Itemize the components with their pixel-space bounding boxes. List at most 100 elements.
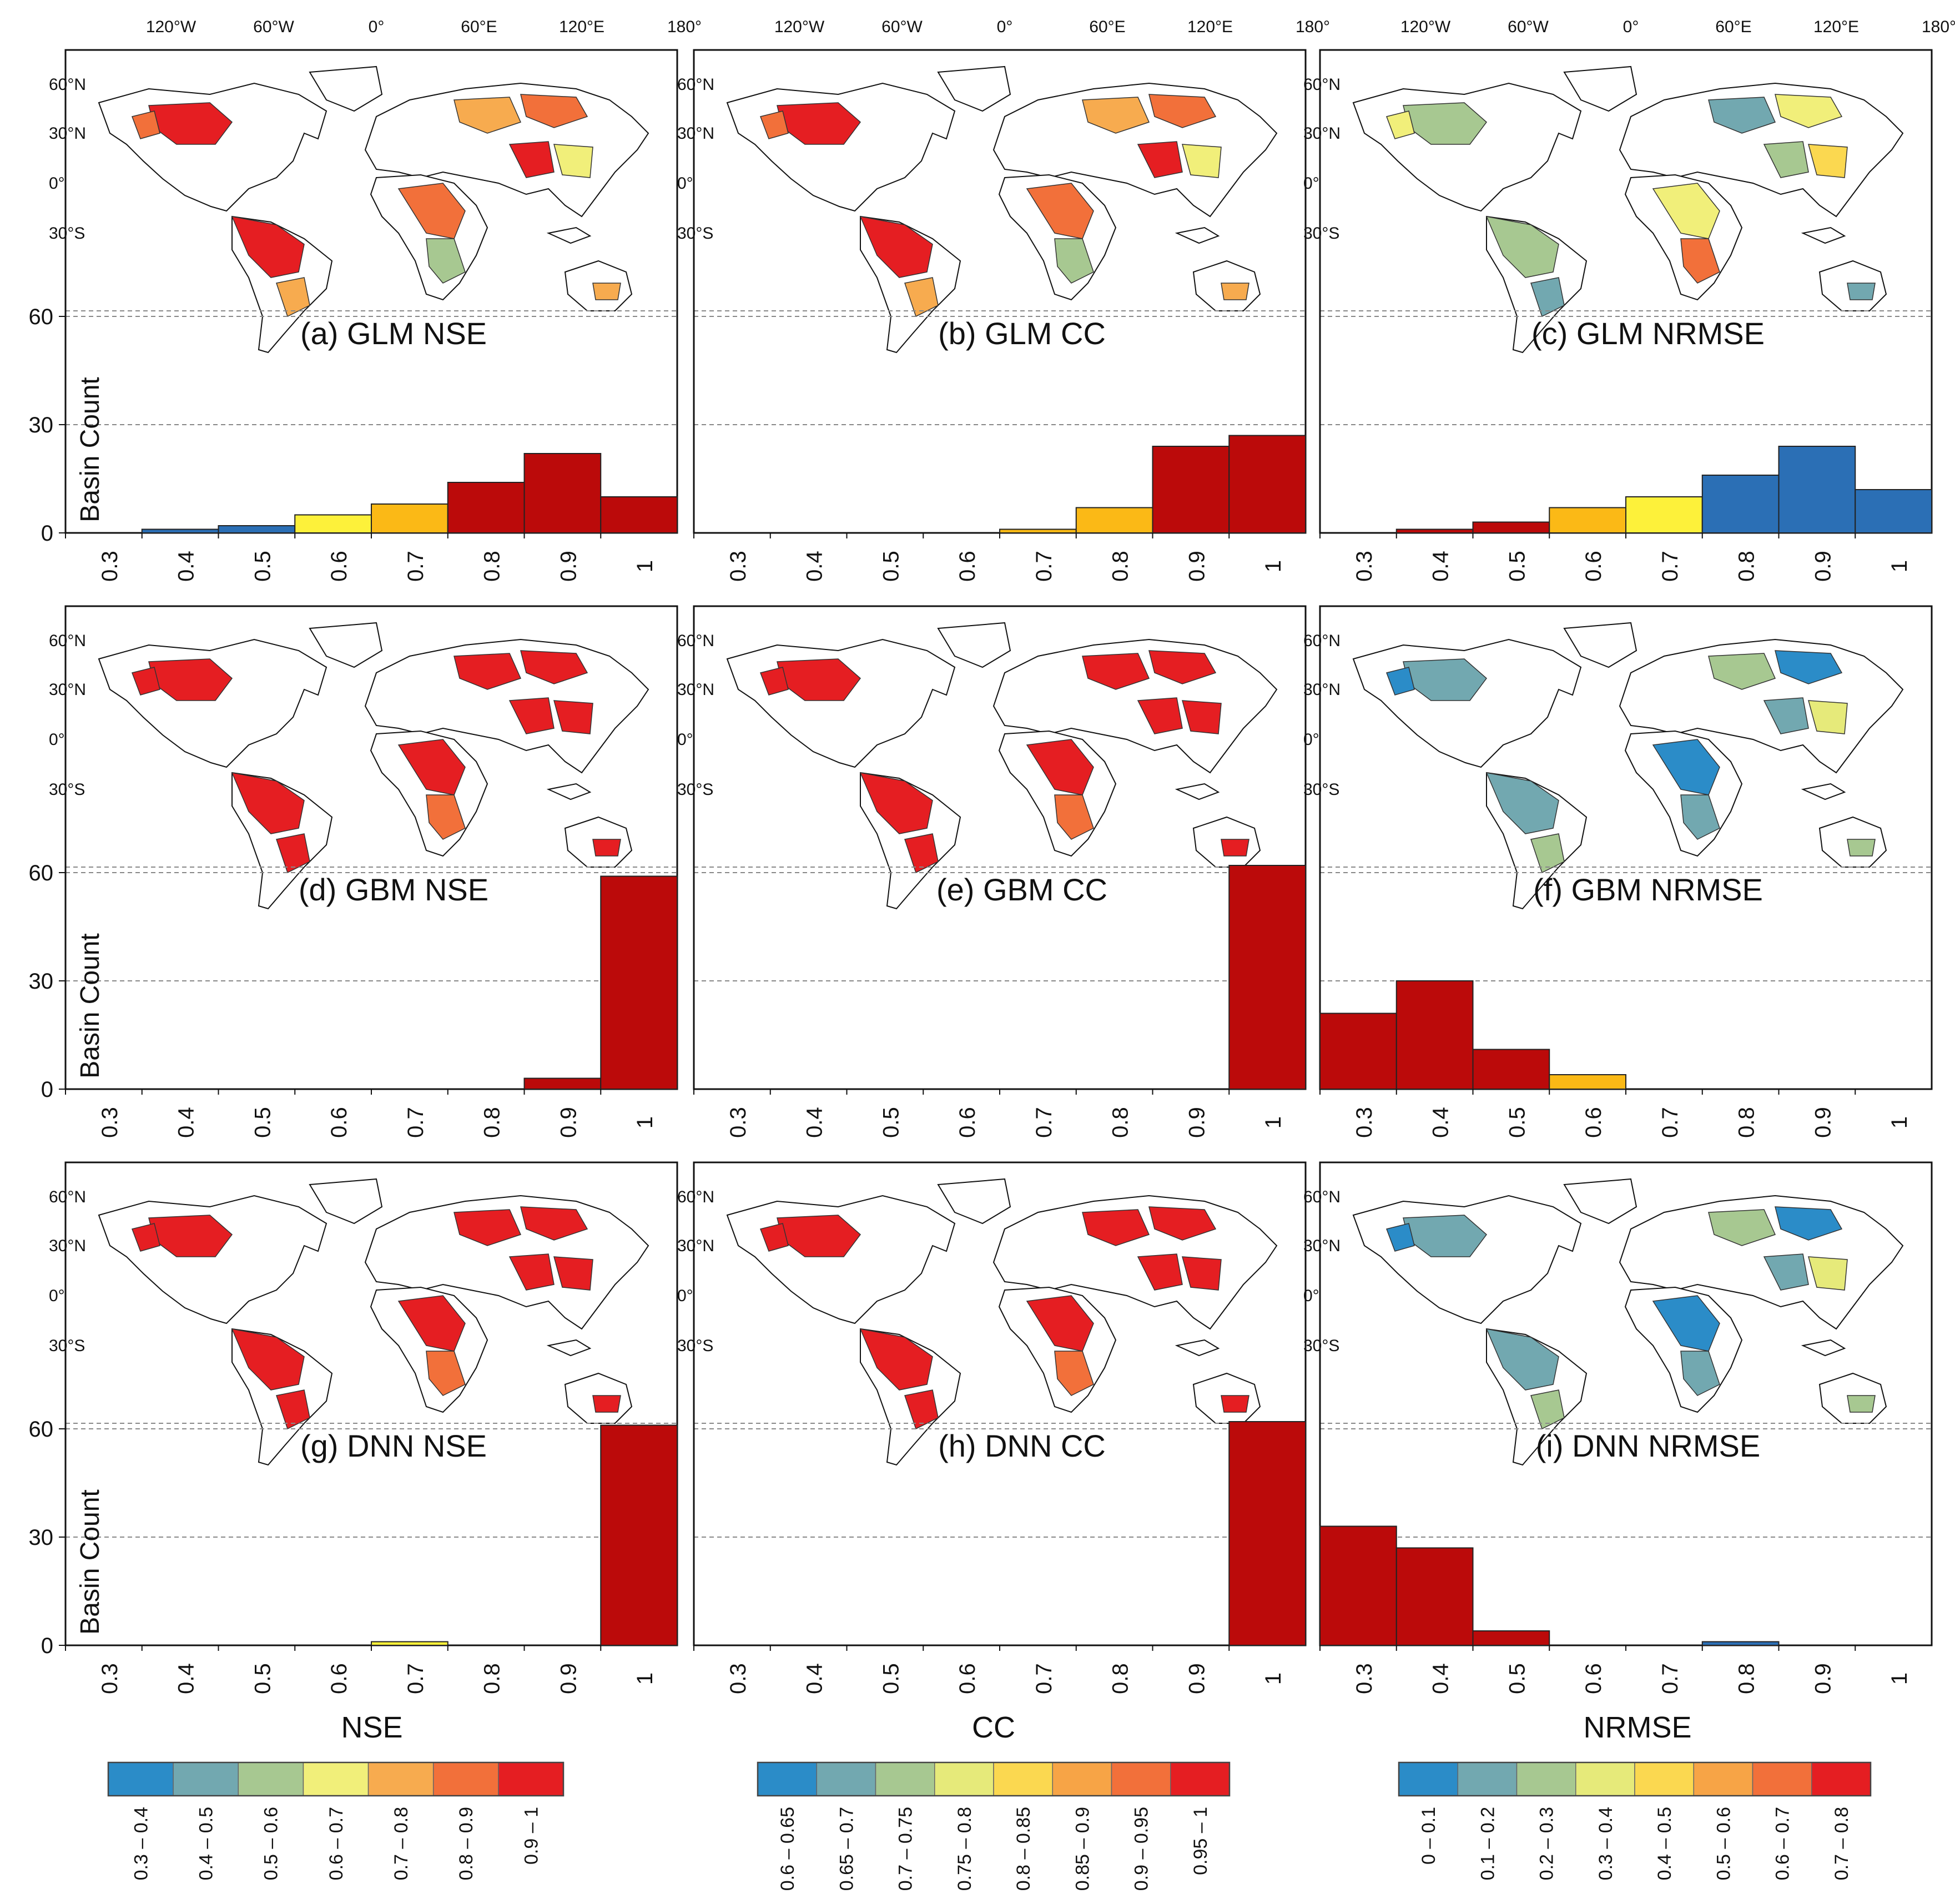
x-tick-label: 0.6	[327, 1663, 351, 1694]
x-tick-label: 0.5	[879, 551, 903, 582]
histogram-bar	[1395, 528, 1474, 533]
x-tick-label: 0.9	[556, 1107, 581, 1138]
basin-map	[1320, 606, 1932, 910]
basin-region	[231, 216, 305, 278]
basin-region	[426, 238, 466, 284]
x-tick-label: 1	[1887, 1116, 1912, 1129]
colorbar-legend: 0 – 0.1 0.1 – 0.2 0.2 – 0.3 0.3 – 0.4 0.4 – …	[1398, 1761, 1872, 1880]
longitude-label: 0°	[1623, 18, 1639, 36]
legend-swatch	[1052, 1762, 1112, 1796]
latitude-label: 60°N	[677, 1188, 714, 1206]
x-tick-label: 0.8	[1735, 1107, 1759, 1138]
basin-region	[397, 1295, 466, 1352]
latitude-label: 30°N	[677, 1237, 714, 1255]
basin-region	[1082, 97, 1150, 134]
basin-region	[1708, 97, 1776, 134]
x-tick-label: 0.5	[1505, 1107, 1529, 1138]
basin-region	[397, 183, 466, 239]
legend-swatch	[108, 1762, 174, 1796]
legend-label: 0.7 – 0.8	[1831, 1807, 1852, 1880]
x-tick-label: 0.3	[726, 1107, 750, 1138]
latitude-label: 60°N	[1303, 75, 1341, 94]
latitude-label: 30°N	[49, 124, 86, 143]
y-axis-label: Basin Count	[75, 377, 105, 522]
legend-swatch	[367, 1762, 434, 1796]
basin-region	[1530, 833, 1565, 874]
basin-region	[1181, 144, 1222, 178]
longitude-label: 60°W	[881, 18, 923, 36]
panel-i: 60°N 30°N 0° 30°S (i) DNN NRMSE 0.3 0.4 0.5 0.6 0…	[1303, 1161, 1933, 1694]
basin-region	[760, 667, 789, 696]
x-tick-label: 0.9	[1811, 1107, 1835, 1138]
x-tick-label: 0.4	[174, 551, 199, 582]
latitude-label: 30°N	[677, 681, 714, 699]
x-tick-label: 0.7	[1658, 551, 1682, 582]
x-tick-label: 0.9	[556, 551, 581, 582]
panel-c: 60°N 30°N 0° 30°S 120°W 60°W 0° 60°E 120°E 180° (c…	[1303, 18, 1955, 582]
longitude-label: 60°E	[461, 18, 497, 36]
legend-swatch	[757, 1762, 817, 1796]
latitude-label: 60°N	[1303, 632, 1341, 650]
x-tick-label: 1	[633, 1116, 657, 1129]
colorbar-legend: 0.3 – 0.4 0.4 – 0.5 0.5 – 0.6 0.6 – 0.7 0.7 …	[107, 1761, 565, 1880]
landmass-outline	[309, 622, 383, 668]
longitude-label: 60°W	[253, 18, 294, 36]
basin-region	[132, 667, 160, 696]
basin-region	[231, 772, 305, 834]
basin-region	[508, 141, 555, 178]
latitude-label: 60°N	[49, 75, 86, 94]
x-tick-label: 0.7	[1658, 1663, 1682, 1694]
basin-region	[1181, 700, 1222, 734]
y-tick-label: 60	[29, 1417, 54, 1442]
basin-region	[520, 650, 588, 684]
legend-label: 0.3 – 0.4	[1595, 1807, 1616, 1880]
x-tick-label: 1	[1887, 1673, 1912, 1685]
latitude-label: 60°N	[49, 632, 86, 650]
latitude-label: 0°	[677, 731, 693, 749]
x-tick-label: 0.6	[955, 1107, 980, 1138]
basin-region	[1485, 1328, 1559, 1391]
legend-swatch	[1752, 1762, 1812, 1796]
basin-region	[1775, 94, 1843, 128]
latitude-label: 30°N	[49, 681, 86, 699]
panel-h: 60°N 30°N 0° 30°S (h) DNN CC 0.3 0.4 0.5 0.6 0.7 0…	[677, 1161, 1307, 1694]
latitude-label: 30°S	[1303, 1337, 1339, 1355]
legend-label: 0.9 – 0.95	[1131, 1807, 1152, 1891]
y-tick-label: 30	[29, 969, 54, 994]
x-tick-label: 0.6	[1581, 551, 1606, 582]
x-tick-label: 0.3	[726, 1663, 750, 1694]
latitude-label: 0°	[49, 731, 65, 749]
basin-region	[231, 1328, 305, 1391]
legend-swatch	[238, 1762, 304, 1796]
basin-region	[1775, 1206, 1843, 1241]
colorbar-legend: 0.6 – 0.65 0.65 – 0.7 0.7 – 0.75 0.75 – 0.8…	[757, 1761, 1231, 1891]
histogram-bar	[1075, 507, 1153, 533]
latitude-label: 0°	[677, 1287, 693, 1305]
histogram-bar	[1549, 507, 1626, 533]
basin-region	[426, 1351, 466, 1396]
basin-region	[520, 94, 588, 128]
x-tick-label: 1	[1261, 1673, 1286, 1685]
basin-region	[520, 1206, 588, 1241]
basin-region	[1386, 110, 1415, 139]
basin-region	[454, 653, 522, 690]
legend-label: 0.8 – 0.9	[456, 1807, 477, 1880]
basin-region	[1652, 739, 1720, 795]
panel-title: (f) GBM NRMSE	[1533, 872, 1763, 907]
basin-region	[1847, 283, 1876, 300]
y-tick-label: 30	[29, 413, 54, 437]
x-tick-label: 0.6	[327, 551, 351, 582]
basin-region	[1530, 1389, 1565, 1430]
legend-swatch	[1575, 1762, 1635, 1796]
histogram-bar	[1228, 865, 1306, 1090]
longitude-label: 120°E	[1813, 18, 1859, 36]
x-tick-label: 0.8	[480, 551, 505, 582]
histogram-bar	[999, 528, 1077, 533]
legend-label: 0.65 – 0.7	[836, 1807, 857, 1891]
y-axis-label: Basin Count	[75, 1489, 105, 1635]
histogram-bar	[600, 1424, 678, 1646]
panel-e: 60°N 30°N 0° 30°S (e) GBM CC 0.3 0.4 0.5 0.6 0.7 0…	[677, 605, 1307, 1138]
panel-d: 60°N 30°N 0° 30°S (d) GBM NSE 0.3 0.4 0.5 0.6 0.7…	[29, 605, 678, 1138]
basin-region	[397, 739, 466, 795]
basin-region	[1680, 238, 1720, 284]
